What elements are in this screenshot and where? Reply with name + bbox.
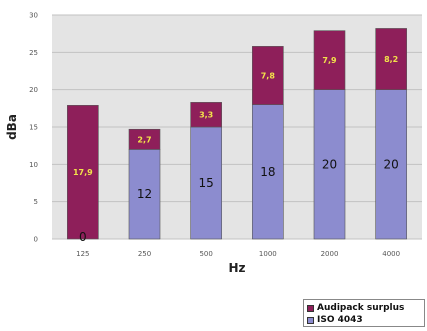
bar-audipack-surplus [375, 28, 407, 90]
data-label-iso-4043: 18 [260, 165, 275, 179]
y-tick-label: 5 [34, 198, 38, 206]
y-tick-labels: 0 5 10 15 20 25 30 [29, 12, 38, 244]
y-tick-label: 15 [29, 124, 38, 132]
x-tick-label: 125 [76, 250, 89, 258]
bar-audipack-surplus [128, 128, 161, 150]
data-label-iso-4043: 20 [322, 157, 337, 171]
data-label-iso-4043: 12 [137, 187, 152, 201]
y-tick-label: 10 [29, 161, 38, 169]
data-label-audipack-surplus: 8,2 [384, 55, 398, 64]
x-tick-label: 1000 [259, 250, 277, 258]
legend-item-audipack-surplus: Audipack surplus [307, 302, 421, 314]
x-tick-label: 2000 [321, 250, 339, 258]
x-tick-labels: 125 250 500 1000 2000 4000 [76, 250, 400, 258]
bar-audipack-surplus [67, 105, 99, 240]
gridlines [52, 14, 422, 240]
legend-label-iso-4043: ISO 4043 [317, 315, 363, 325]
y-tick-label: 20 [29, 86, 38, 94]
legend-swatch-audipack-surplus [307, 304, 314, 312]
y-tick-label: 0 [34, 236, 38, 244]
data-label-audipack-surplus: 7,9 [322, 56, 337, 65]
data-label-audipack-surplus: 3,3 [199, 111, 213, 120]
bar-iso-4043 [190, 126, 222, 240]
bar-iso-4043 [313, 89, 346, 240]
data-label-audipack-surplus: 7,8 [261, 71, 276, 80]
data-label-audipack-surplus: 2,7 [137, 135, 151, 144]
data-label-audipack-surplus: 17,9 [73, 168, 93, 177]
x-tick-label: 250 [138, 250, 151, 258]
legend-item-iso-4043: ISO 4043 [307, 314, 421, 326]
legend: Audipack surplus ISO 4043 [303, 299, 425, 327]
bar-audipack-surplus [252, 46, 284, 105]
bar-audipack-surplus [313, 30, 346, 90]
bar-audipack-surplus [190, 102, 222, 128]
bar-iso-4043 [128, 149, 161, 240]
data-label-iso-4043: 20 [384, 157, 399, 171]
x-tick-label: 4000 [382, 250, 400, 258]
y-axis-label: dBa [5, 114, 19, 140]
bars: 0 17,9 12 2,7 15 3,3 18 7,8 20 7,9 20 8,2 [67, 28, 407, 244]
x-axis-label: Hz [228, 261, 245, 275]
y-tick-label: 30 [29, 12, 38, 20]
legend-swatch-iso-4043 [307, 316, 314, 324]
data-label-iso-4043: 15 [199, 176, 214, 190]
x-tick-label: 500 [199, 250, 212, 258]
legend-label-audipack-surplus: Audipack surplus [317, 303, 405, 313]
y-tick-label: 25 [29, 49, 38, 57]
data-label-iso-4043: 0 [79, 230, 87, 244]
